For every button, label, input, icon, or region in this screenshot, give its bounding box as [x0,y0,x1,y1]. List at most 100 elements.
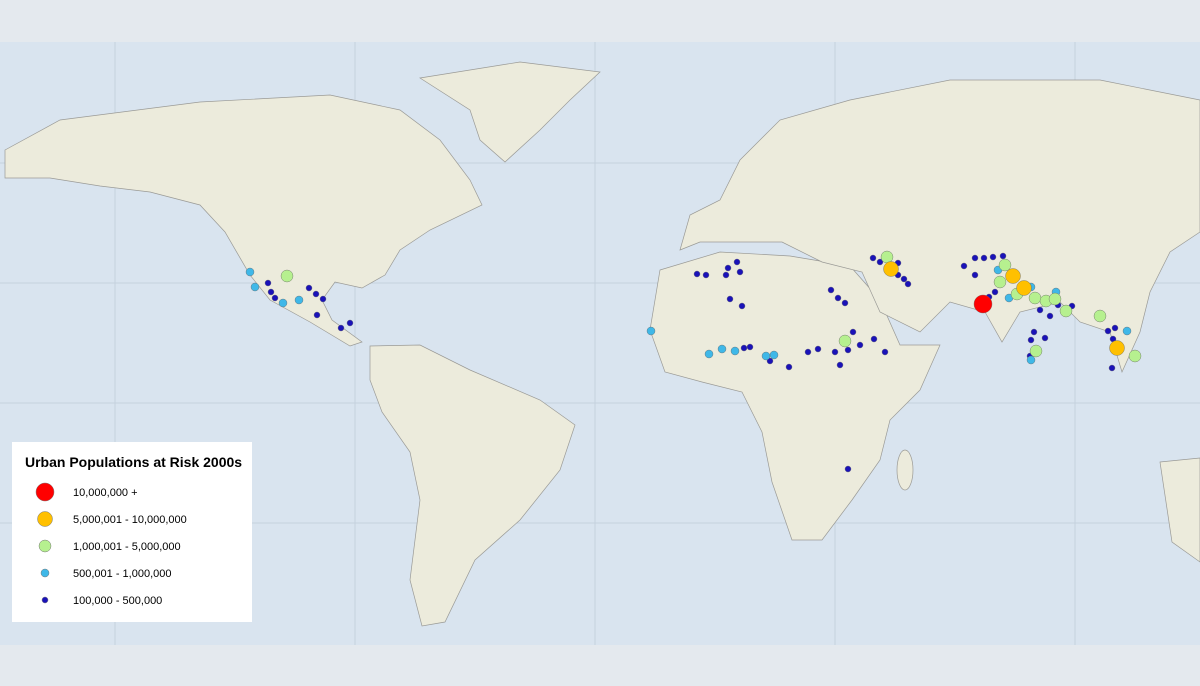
city-dot [1046,312,1054,320]
city-dot [869,254,877,262]
legend-symbol [38,539,52,553]
madagascar [896,449,914,491]
city-dot [1108,364,1116,372]
legend-label: 500,001 - 1,000,000 [73,568,171,580]
city-dot [1041,334,1049,342]
legend-label: 1,000,001 - 5,000,000 [73,541,181,553]
city-dot [1036,306,1044,314]
city-dot [883,261,899,277]
legend-box [12,442,252,622]
city-dot [319,295,327,303]
city-dot [722,271,730,279]
landmasses [4,61,1200,627]
city-dot [1029,344,1043,358]
city-dot [1109,340,1125,356]
city-dot [1104,327,1112,335]
city-dot [294,295,304,305]
city-dot [646,326,656,336]
city-dot [838,334,852,348]
city-dot [881,348,889,356]
city-dot [836,361,844,369]
city-dot [870,335,878,343]
city-dot [904,280,912,288]
city-dot [998,258,1012,272]
city-dot [814,345,822,353]
city-dot [704,349,714,359]
city-dot [280,269,294,283]
city-dot [844,465,852,473]
city-dot [1048,292,1062,306]
city-dot [1005,268,1021,284]
legend-symbol [37,511,53,527]
legend: Urban Populations at Risk 2000s 10,000,0… [12,442,252,622]
city-dot [337,324,345,332]
city-dot [271,294,279,302]
city-dot [960,262,968,270]
city-dot [993,275,1007,289]
city-dot [971,271,979,279]
city-dot [264,279,272,287]
city-dot [989,253,997,261]
city-dot [346,319,354,327]
city-dot [736,268,744,276]
city-dot [761,351,771,361]
city-dot [876,258,884,266]
city-dot [305,284,313,292]
city-dot [785,363,793,371]
city-dot [834,294,842,302]
city-dot [769,350,779,360]
city-dot [1030,328,1038,336]
city-dot [313,311,321,319]
city-dot [980,254,988,262]
city-dot [831,348,839,356]
city-dot [278,298,288,308]
legend-items: 10,000,000 + 5,000,001 - 10,000,000 1,000,… [35,482,187,607]
city-dot [1059,304,1073,318]
legend-label: 5,000,001 - 10,000,000 [73,514,187,526]
legend-title: Urban Populations at Risk 2000s [25,454,242,470]
city-dot [726,295,734,303]
africa [649,251,941,541]
city-dot [267,288,275,296]
city-dot [973,294,993,314]
city-dot [856,341,864,349]
city-dot [827,286,835,294]
city-dot [1128,349,1142,363]
city-dot [738,302,746,310]
legend-symbol [35,482,55,502]
city-dot [740,344,748,352]
city-dot [312,290,320,298]
city-dot [1028,291,1042,305]
city-dot [245,267,255,277]
city-dot [693,270,701,278]
legend-label: 10,000,000 + [73,487,138,499]
city-dot [702,271,710,279]
australia [1159,457,1200,563]
city-dot [971,254,979,262]
city-dot [733,258,741,266]
city-dot [900,275,908,283]
south-america [369,344,576,627]
city-dot [730,346,740,356]
city-dot [841,299,849,307]
city-dot [999,252,1007,260]
city-dot [1026,355,1036,365]
legend-symbol [41,596,49,604]
city-dot [250,282,260,292]
city-dot [1093,309,1107,323]
city-dot [766,357,774,365]
city-dot [724,264,732,272]
city-dot [991,288,999,296]
city-dot [849,328,857,336]
greenland [419,61,601,163]
legend-symbol [40,568,50,578]
city-dot [1111,324,1119,332]
city-dot [746,343,754,351]
city-dot [880,250,894,264]
city-dot [804,348,812,356]
cities [245,250,1142,473]
city-dot [844,346,852,354]
city-dot [717,344,727,354]
